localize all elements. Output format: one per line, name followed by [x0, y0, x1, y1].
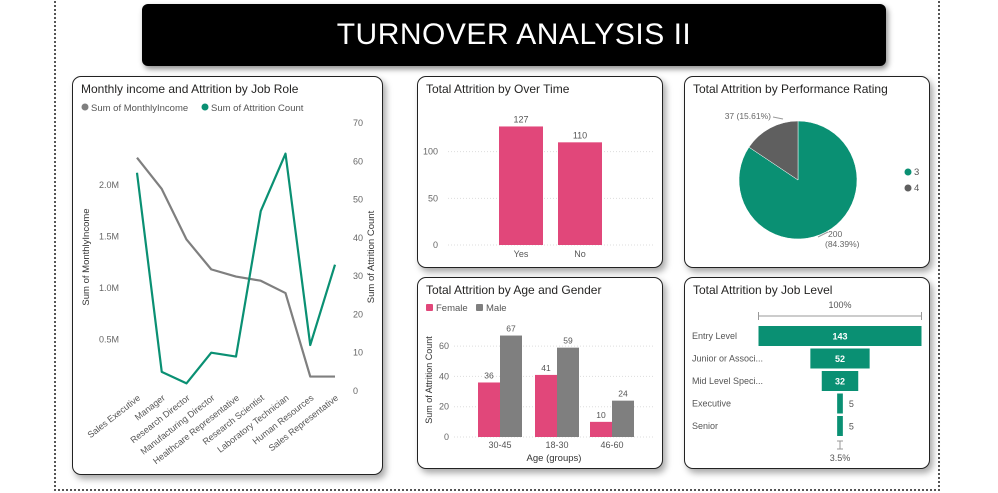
bar-female-18-30: [535, 374, 557, 437]
overtime-chart-title: Total Attrition by Over Time: [426, 82, 570, 96]
funnel-category-label: Executive: [692, 399, 731, 409]
x-axis-category-label: 46-60: [600, 440, 623, 450]
y-axis-tick: 20: [439, 402, 449, 412]
right-axis-tick: 50: [353, 195, 363, 205]
age-gender-chart-title: Total Attrition by Age and Gender: [426, 283, 602, 297]
right-axis-tick: 20: [353, 309, 363, 319]
bar-data-label: 59: [563, 336, 573, 346]
legend-marker-attrition: [201, 103, 209, 111]
overtime-chart-card[interactable]: Total Attrition by Over Time 0 50 100 127 Ye…: [417, 76, 663, 268]
right-axis-tick: 60: [353, 156, 363, 166]
legend-marker-male: [476, 304, 483, 311]
left-axis-tick: 0.5M: [99, 334, 119, 344]
x-axis-category-label: 30-45: [488, 440, 511, 450]
right-axis-tick: 30: [353, 271, 363, 281]
left-axis-tick: 2.0M: [99, 180, 119, 190]
bar-male-46-60: [612, 400, 634, 437]
left-axis-tick: 1.5M: [99, 231, 119, 241]
funnel-data-label: 32: [835, 377, 845, 387]
job-level-chart-card[interactable]: Total Attrition by Job Level 100% Entry L…: [684, 277, 930, 469]
x-axis-category-label: 18-30: [545, 440, 568, 450]
series-line-income: [136, 157, 335, 378]
job-role-chart-title: Monthly income and Attrition by Job Role: [81, 82, 299, 96]
legend-label-3: 3: [914, 167, 919, 178]
funnel-category-label: Senior: [692, 421, 718, 431]
legend-label-female: Female: [436, 303, 468, 314]
legend-marker-3: [904, 168, 912, 176]
right-axis-tick: 70: [353, 118, 363, 128]
x-axis-category-label: No: [574, 249, 586, 259]
funnel-category-label: Mid Level Speci...: [692, 376, 763, 386]
y-axis-tick: 0: [433, 240, 438, 250]
bar-female-30-45: [478, 382, 500, 437]
funnel-top-percent: 100%: [828, 300, 851, 310]
pie-data-label-pct: (84.39%): [825, 239, 860, 249]
x-axis-category-label: Yes: [514, 249, 529, 259]
pie-data-label-value: 200: [828, 229, 842, 239]
funnel-data-label: 52: [835, 354, 845, 364]
overtime-chart: 0 50 100 127 Yes 110 No: [423, 114, 654, 259]
y-axis-tick: 50: [428, 193, 438, 203]
funnel-bar: [810, 348, 870, 369]
bar-male-30-45: [500, 335, 522, 437]
funnel-data-label: 5: [849, 422, 854, 432]
legend-label-male: Male: [486, 303, 507, 314]
pie-leader-line: [772, 116, 784, 120]
right-axis-tick: 40: [353, 233, 363, 243]
pie-leader-line: [817, 231, 829, 238]
job-role-chart: Sum of MonthlyIncome Sum of Attrition Cou…: [81, 103, 377, 466]
job-role-chart-card[interactable]: Monthly income and Attrition by Job Role…: [72, 76, 383, 475]
funnel-bar: [837, 416, 843, 436]
job-level-chart: 100% Entry Level 143 Junior or Associ... 52 M…: [692, 300, 922, 463]
dashboard-banner: TURNOVER ANALYSIS II: [142, 4, 886, 66]
right-axis-tick: 10: [353, 348, 363, 358]
bar-data-label: 110: [573, 130, 587, 140]
bar-data-label: 24: [618, 389, 628, 399]
left-axis-title: Sum of MonthlyIncome: [81, 208, 92, 305]
legend-marker-female: [426, 304, 433, 311]
page-title: TURNOVER ANALYSIS II: [336, 18, 692, 51]
performance-chart-card[interactable]: Total Attrition by Performance Rating 20…: [684, 76, 930, 268]
bar-male-18-30: [557, 347, 579, 437]
series-line-attrition: [135, 152, 337, 385]
pie-data-label: 37 (15.61%): [725, 111, 771, 121]
pie-slice-4: [748, 120, 799, 181]
y-axis-tick: 40: [439, 371, 449, 381]
funnel-bar: [837, 393, 843, 414]
right-axis-title: Sum of Attrition Count: [366, 210, 377, 303]
y-axis-tick: 100: [423, 147, 438, 157]
bar-data-label: 10: [596, 410, 606, 420]
bar-data-label: 41: [541, 363, 551, 373]
x-axis-title: Age (groups): [527, 453, 582, 464]
bar-female-46-60: [590, 421, 612, 437]
left-axis-tick: 1.0M: [99, 283, 119, 293]
bar-no: [558, 142, 602, 245]
funnel-category-label: Junior or Associ...: [692, 354, 763, 364]
bar-data-label: 127: [513, 114, 528, 124]
legend-marker-4: [904, 184, 912, 192]
performance-chart: 200(84.39%) 37 (15.61%) 3 4: [725, 111, 920, 249]
dashboard-frame: [54, 0, 940, 491]
funnel-data-label: 5: [849, 399, 854, 409]
legend-label-income: Sum of MonthlyIncome: [91, 103, 188, 114]
performance-chart-title: Total Attrition by Performance Rating: [693, 82, 888, 96]
age-gender-chart: Female Male 0 20 40 60 Sum of Attrition Count 3…: [424, 303, 654, 464]
age-gender-chart-card[interactable]: Total Attrition by Age and Gender Female…: [417, 277, 663, 469]
bar-data-label: 36: [484, 370, 494, 380]
funnel-bar: [821, 371, 859, 391]
y-axis-tick: 0: [444, 432, 449, 442]
legend-label-4: 4: [914, 183, 919, 194]
y-axis-tick: 60: [439, 341, 449, 351]
funnel-bar: [758, 326, 922, 346]
legend-label-attrition: Sum of Attrition Count: [211, 103, 304, 114]
y-axis-title: Sum of Attrition Count: [424, 336, 434, 424]
funnel-data-label: 143: [832, 332, 847, 342]
job-level-chart-title: Total Attrition by Job Level: [693, 283, 833, 297]
legend-marker-income: [81, 103, 89, 111]
funnel-category-label: Entry Level: [692, 331, 737, 341]
bar-data-label: 67: [506, 324, 516, 334]
right-axis-tick: 0: [353, 386, 358, 396]
funnel-bottom-percent: 3.5%: [830, 453, 851, 463]
bar-yes: [499, 126, 543, 245]
